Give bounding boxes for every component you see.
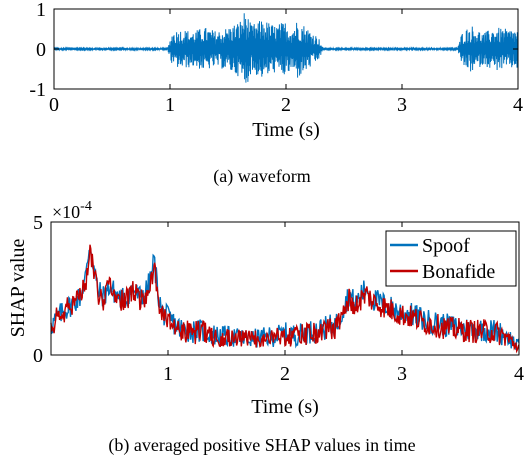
waveform-xtick-label: 2 [281, 94, 291, 116]
waveform-xtick-label: 0 [49, 94, 59, 116]
shap-ylabel: SHAP value [7, 239, 29, 338]
waveform-ytick-label: 1 [36, 0, 46, 21]
legend-box [385, 230, 517, 287]
shap-xlabel: Time (s) [251, 396, 319, 418]
shap-xtick-label: 3 [397, 363, 407, 385]
waveform-ytick-label: -1 [29, 79, 46, 101]
legend-bonafide-label: Bonafide [422, 261, 495, 283]
waveform-ytick-label: 0 [36, 39, 46, 61]
shap-exponent-power: -4 [80, 199, 92, 214]
waveform-ticks: 0 1 2 3 4-101 [29, 0, 523, 116]
legend-spoof-label: Spoof [422, 235, 470, 257]
shap-xtick-label: 4 [514, 363, 524, 385]
shap-series [50, 244, 520, 354]
shap-ytick-label: 5 [33, 212, 43, 234]
waveform-xlabel: Time (s) [252, 119, 320, 141]
waveform-xtick-label: 3 [397, 94, 407, 116]
bonafide-line [50, 244, 520, 354]
waveform-panel: 0 1 2 3 4-101 Time (s) (a) waveform [29, 0, 523, 187]
waveform-line [53, 13, 519, 83]
shap-xtick-label: 1 [163, 363, 173, 385]
shap-xtick-label: 2 [280, 363, 290, 385]
waveform-caption: (a) waveform [213, 166, 310, 187]
waveform-xtick-label: 4 [513, 94, 523, 116]
shap-legend: Spoof Bonafide [385, 230, 517, 287]
shap-ticks: 1 2 3 4 0 5 [33, 212, 524, 385]
shap-panel: 1 2 3 4 0 5 ×10-4 SHAP value Time (s) (b) ave… [7, 199, 524, 456]
shap-ytick-label: 0 [33, 345, 43, 367]
shap-exponent-base: ×10 [52, 202, 80, 222]
waveform-xtick-label: 1 [165, 94, 175, 116]
shap-exponent-label: ×10-4 [52, 199, 92, 222]
shap-caption: (b) averaged positive SHAP values in tim… [108, 435, 415, 456]
waveform-series [53, 13, 519, 83]
